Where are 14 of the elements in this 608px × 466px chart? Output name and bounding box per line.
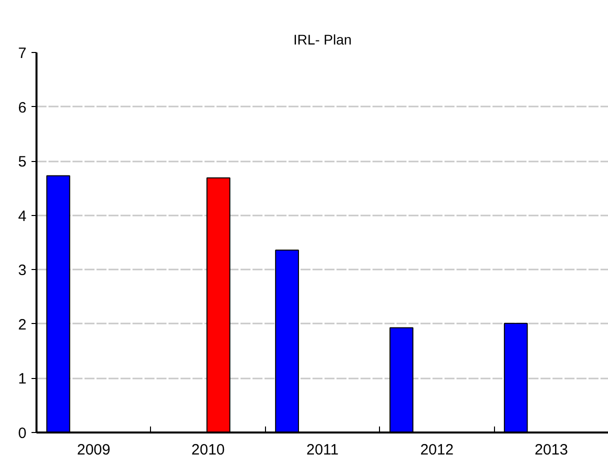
x-tick-label: 2013 xyxy=(534,442,568,458)
x-tick-label: 2012 xyxy=(420,442,454,458)
y-tick-label: 7 xyxy=(18,45,26,62)
y-tick-label: 1 xyxy=(18,370,26,388)
y-tick-label: 4 xyxy=(18,208,26,225)
y-tick-label: 2 xyxy=(18,316,26,334)
chart-title: IRL- Plan xyxy=(293,32,352,48)
y-tick-label: 5 xyxy=(18,154,26,171)
y-tick-label: 3 xyxy=(18,262,26,280)
x-tick-label: 2010 xyxy=(191,442,225,458)
y-tick-label: 0 xyxy=(18,425,26,442)
y-tick-label: 6 xyxy=(18,99,26,116)
x-tick-label: 2011 xyxy=(306,442,339,458)
x-tick-label: 2009 xyxy=(77,442,110,458)
